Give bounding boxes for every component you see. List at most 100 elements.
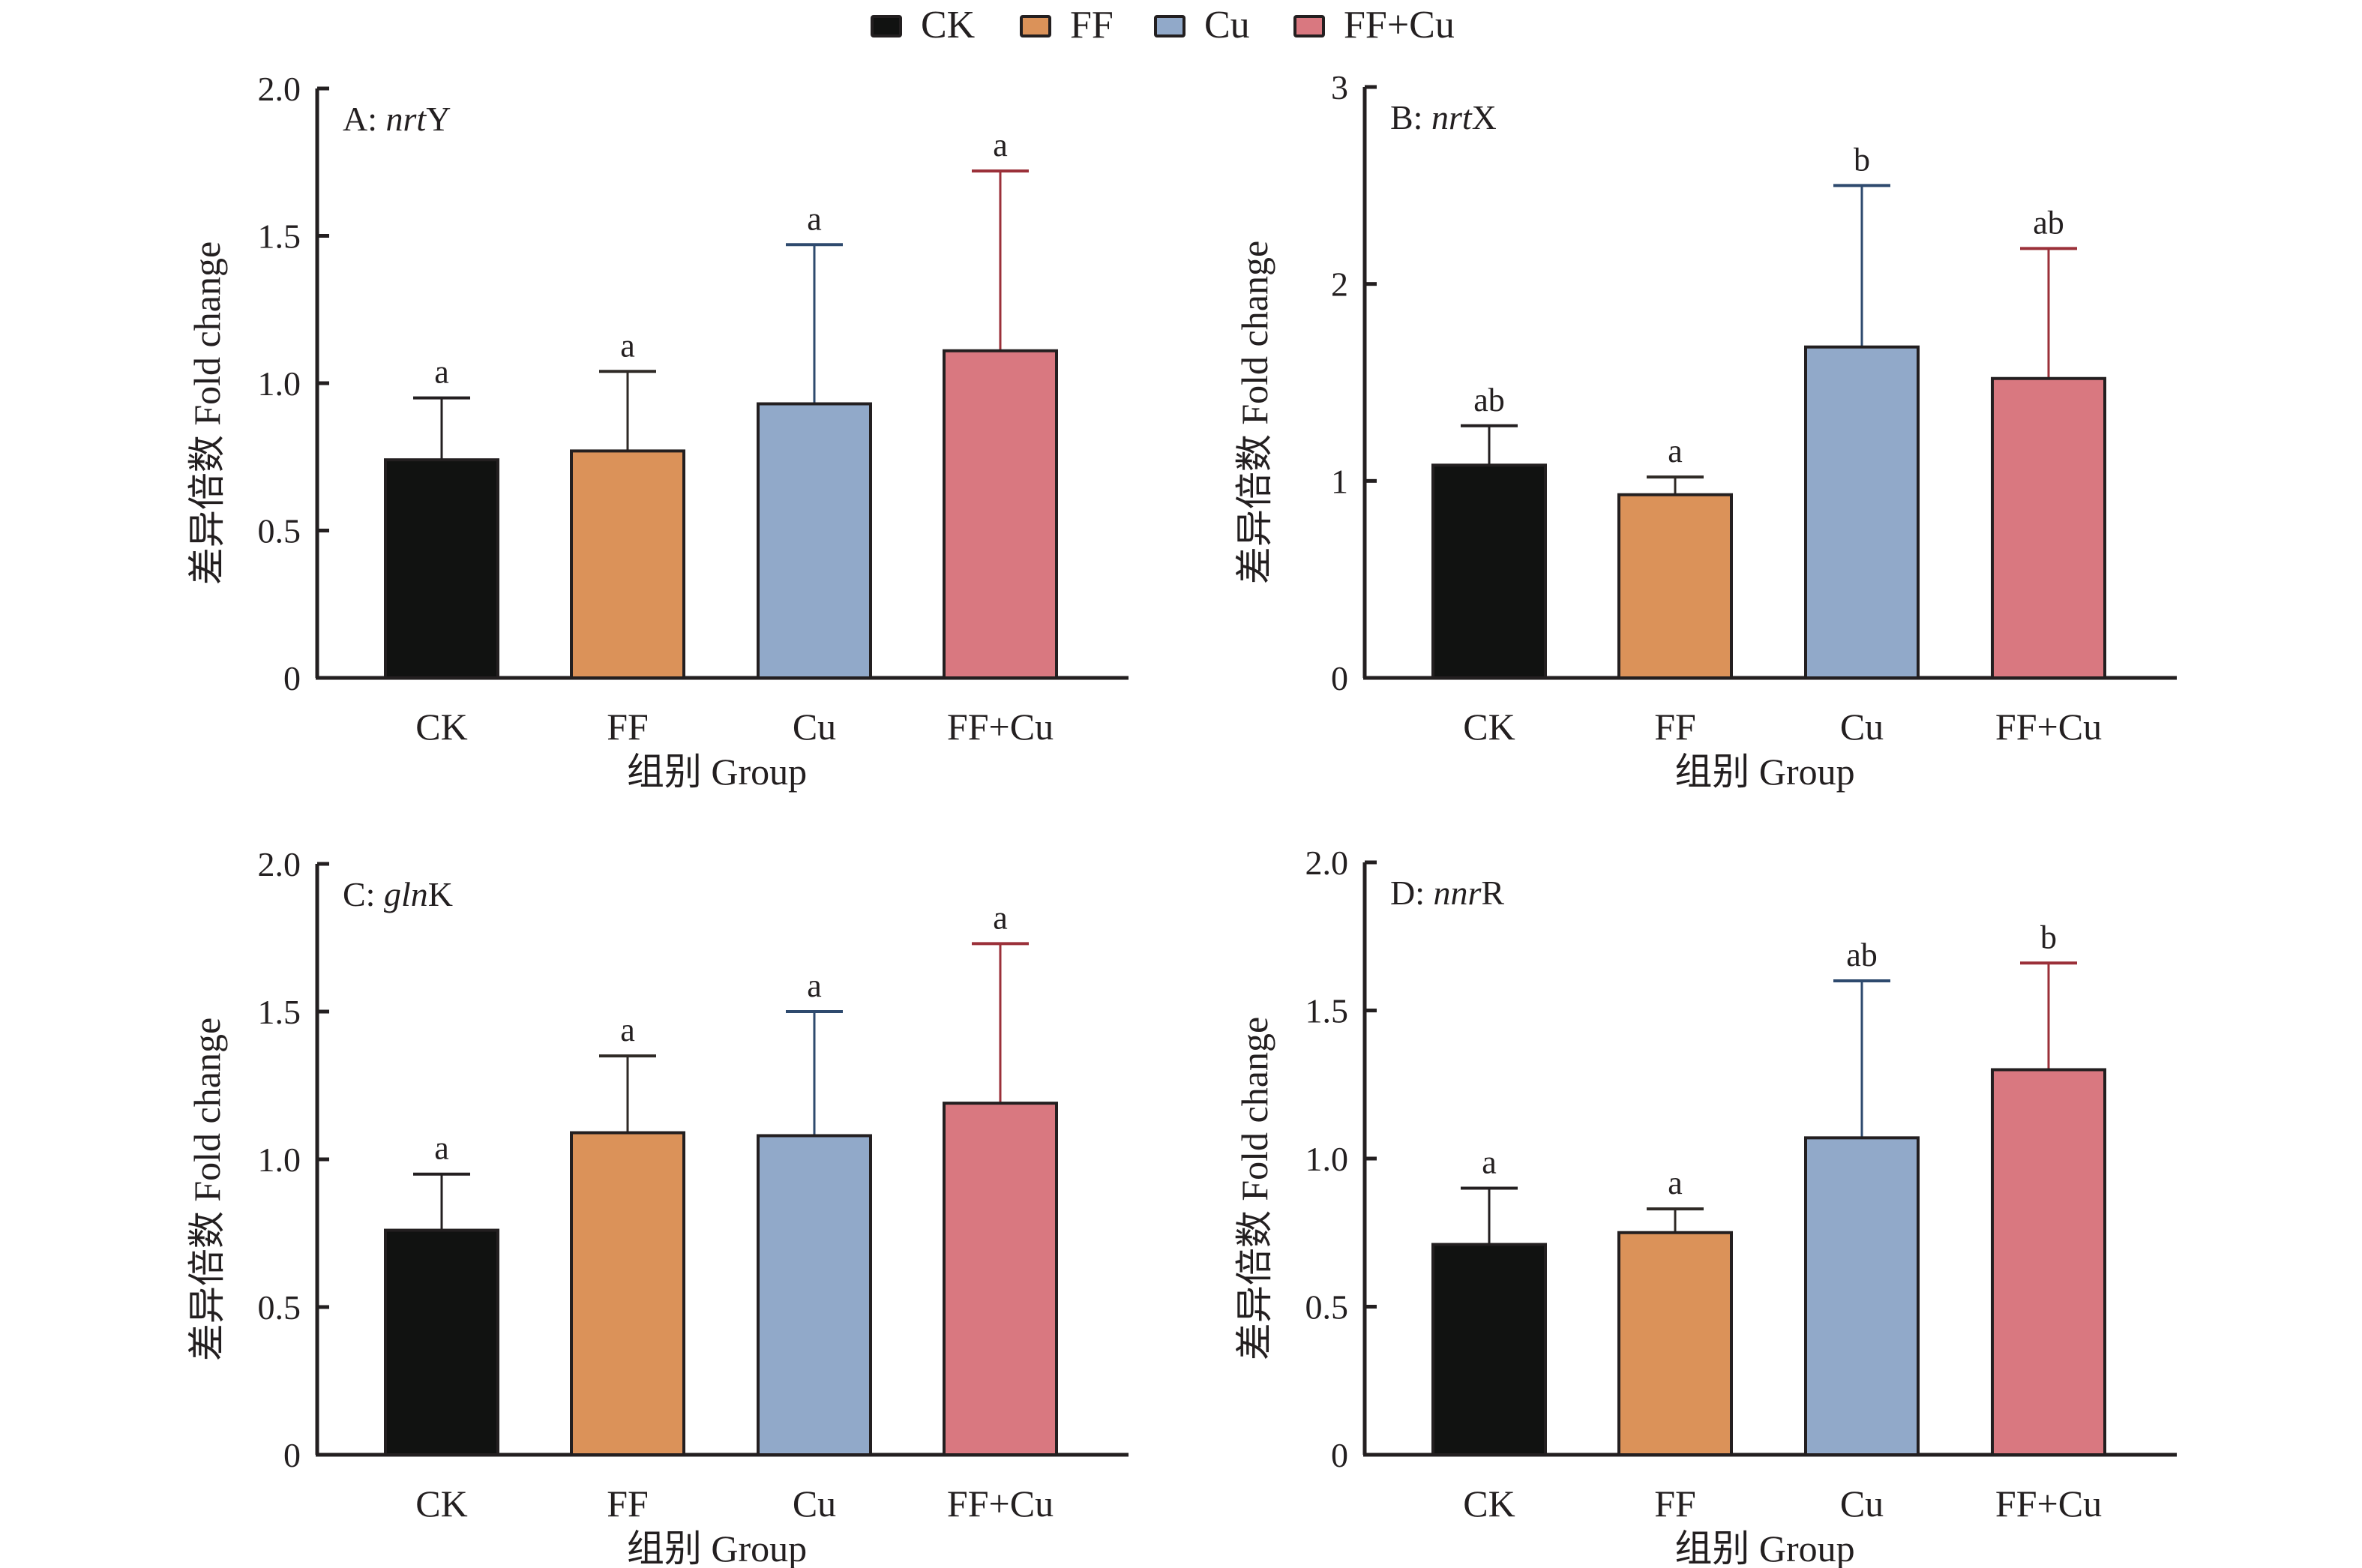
panel-title-gene: nrt [386, 100, 427, 138]
y-tick-label: 0 [283, 659, 301, 697]
significance-letter: a [434, 1130, 449, 1167]
x-tick-label: FF [1654, 706, 1696, 748]
panel-title-prefix: D: [1390, 874, 1434, 912]
panel-title: D: nnrR [1390, 874, 1504, 912]
legend: CK FF Cu FF+Cu [871, 4, 1455, 46]
bar-ff [1617, 493, 1733, 679]
significance-letter: ab [2033, 204, 2064, 241]
x-tick-label: FF+Cu [947, 706, 1054, 748]
legend-label: FF+Cu [1344, 4, 1455, 46]
panel-title-suffix: K [428, 875, 453, 913]
bar-cu [757, 402, 872, 679]
x-tick-label: CK [1463, 706, 1515, 748]
y-tick-label: 0.5 [258, 1288, 301, 1327]
x-axis-title: 组别 Group [1674, 1528, 1854, 1568]
x-tick-label: Cu [793, 1483, 836, 1525]
legend-swatch [1293, 15, 1325, 37]
y-tick-label: 2.0 [1305, 844, 1349, 882]
legend-item: Cu [1154, 4, 1250, 46]
y-tick-label: 0 [283, 1436, 301, 1474]
y-tick-label: 0.5 [258, 512, 301, 550]
panel-title-suffix: X [1472, 98, 1497, 136]
legend-item: FF [1020, 4, 1114, 46]
legend-label: CK [921, 4, 976, 46]
significance-letter: a [1668, 433, 1683, 469]
significance-letter: b [1854, 141, 1870, 178]
panel-title: B: nrtX [1390, 98, 1497, 136]
panel-title-suffix: Y [426, 100, 451, 138]
bar-ck [1431, 463, 1547, 679]
panel-title-gene: nrt [1431, 98, 1473, 136]
x-tick-label: FF [607, 1483, 649, 1525]
y-tick-label: 1.5 [1305, 992, 1349, 1030]
x-tick-label: FF+Cu [1995, 1483, 2102, 1525]
y-tick-label: 2 [1331, 265, 1348, 304]
y-tick-label: 1.0 [258, 1141, 301, 1179]
panel-title: A: nrtY [343, 100, 451, 138]
y-tick-label: 1.5 [258, 217, 301, 256]
bar-ff-plus-cu [1991, 1068, 2106, 1456]
bar-cu [757, 1134, 872, 1456]
significance-letter: a [620, 1012, 635, 1048]
y-tick-label: 1.0 [258, 364, 301, 403]
x-tick-label: FF+Cu [1995, 706, 2102, 748]
x-tick-label: Cu [793, 706, 836, 748]
bar-ff [570, 1131, 685, 1457]
significance-letter: a [993, 899, 1008, 936]
legend-swatch [1020, 15, 1051, 37]
panel-title-gene: nnr [1434, 874, 1482, 912]
y-axis-title: 差异倍数 Fold change [1233, 1017, 1275, 1360]
legend-label: Cu [1204, 4, 1250, 46]
y-tick-label: 1.0 [1305, 1140, 1349, 1178]
panel-title-suffix: R [1481, 874, 1504, 912]
bar-cu [1804, 345, 1920, 679]
significance-letter: ab [1473, 382, 1505, 418]
significance-letter: ab [1846, 937, 1878, 973]
legend-item: CK [871, 4, 976, 46]
bar-ff [1617, 1231, 1733, 1456]
bar-ck [384, 1228, 499, 1457]
panel-title-gene: gln [384, 875, 428, 913]
bar-ck [384, 458, 499, 679]
bar-ff [570, 449, 685, 679]
y-tick-label: 1.5 [258, 993, 301, 1031]
panel-title: C: glnK [343, 875, 453, 913]
bar-ff-plus-cu [1991, 376, 2106, 679]
legend-swatch [871, 15, 902, 37]
legend-swatch [1154, 15, 1185, 37]
significance-letter: a [434, 354, 449, 391]
panel-title-prefix: A: [343, 100, 386, 138]
legend-label: FF [1070, 4, 1114, 46]
x-tick-label: CK [1463, 1483, 1515, 1525]
y-tick-label: 0.5 [1305, 1288, 1349, 1327]
bar-ff-plus-cu [943, 349, 1058, 679]
y-tick-label: 0 [1331, 659, 1348, 697]
y-tick-label: 3 [1331, 68, 1348, 106]
significance-letter: a [620, 327, 635, 364]
bar-ck [1431, 1243, 1547, 1457]
y-axis-title: 差异倍数 Fold change [186, 1018, 228, 1361]
significance-letter: a [1482, 1144, 1497, 1181]
significance-letter: b [2040, 919, 2057, 955]
legend-item: FF+Cu [1293, 4, 1455, 46]
significance-letter: a [807, 200, 822, 237]
y-tick-label: 0 [1331, 1436, 1348, 1474]
panel-title-prefix: C: [343, 875, 384, 913]
panel-title-prefix: B: [1390, 98, 1431, 136]
x-tick-label: Cu [1840, 1483, 1884, 1525]
significance-letter: a [993, 127, 1008, 163]
x-tick-label: CK [415, 706, 467, 748]
y-tick-label: 1 [1331, 462, 1348, 500]
y-tick-label: 2.0 [258, 70, 301, 108]
y-axis-title: 差异倍数 Fold change [186, 241, 228, 585]
bar-cu [1804, 1136, 1920, 1456]
y-tick-label: 2.0 [258, 845, 301, 883]
significance-letter: a [1668, 1165, 1683, 1201]
bar-ff-plus-cu [943, 1102, 1058, 1456]
x-tick-label: CK [415, 1483, 467, 1525]
x-axis-title: 组别 Group [627, 1528, 807, 1568]
